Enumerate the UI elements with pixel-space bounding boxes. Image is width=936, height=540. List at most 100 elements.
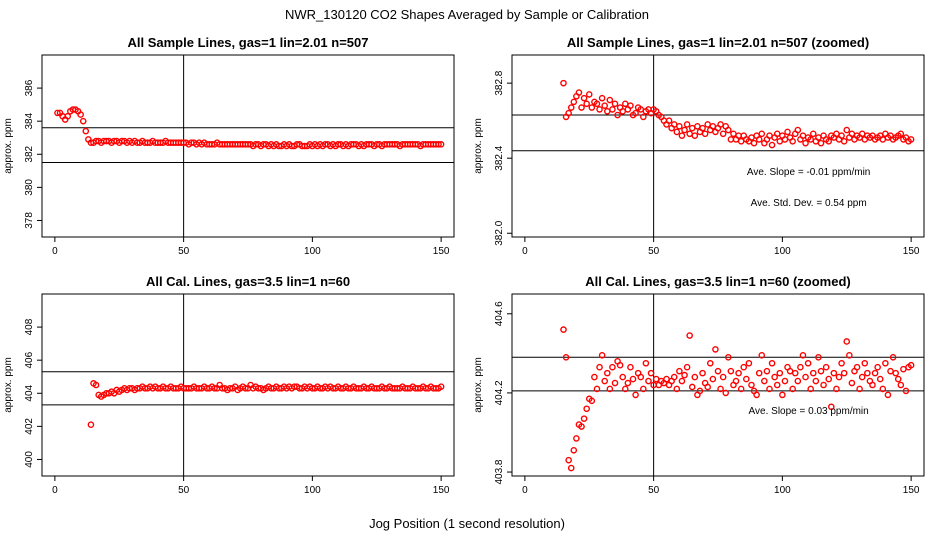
data-point [645,377,652,385]
data-point [876,375,884,383]
data-point [580,94,588,102]
data-point [748,381,755,389]
x-tick-label: 50 [648,485,660,496]
data-point [598,352,606,359]
data-point [900,365,907,373]
y-axis-label: approx. ppm [3,357,14,413]
panel-title: All Sample Lines, gas=1 lin=2.01 n=507 (… [567,35,869,50]
data-point [743,375,750,383]
data-point [714,367,722,375]
data-points [560,326,915,472]
data-point [676,122,683,130]
data-point [907,361,915,369]
data-point [640,385,647,393]
data-point [725,126,732,134]
data-point [825,138,833,145]
panel-title: All Cal. Lines, gas=3.5 lin=1 n=60 [146,274,350,289]
data-point [79,117,87,125]
data-point [560,326,567,333]
x-axis-label: Jog Position (1 second resolution) [369,516,565,531]
data-point [627,363,634,371]
data-point [678,377,686,385]
data-points [87,380,445,429]
data-point [683,121,691,128]
data-point [840,369,848,377]
data-point [82,127,90,135]
data-point [771,373,778,381]
data-point [437,141,445,148]
data-point [601,102,609,109]
panel-4: All Cal. Lines, gas=3.5 lin=1 n=60 (zoom… [473,274,925,496]
data-point [578,104,585,111]
data-point [629,375,637,383]
data-point [706,359,714,367]
y-tick-label: 382 [24,145,35,162]
data-point [622,100,629,108]
data-point [242,385,249,392]
data-point [575,89,583,96]
y-tick-label: 408 [24,318,35,335]
data-point [593,385,601,393]
data-point [889,354,897,361]
data-point [791,369,799,377]
y-tick-label: 406 [24,351,35,368]
data-point [843,338,851,345]
x-tick-label: 50 [648,246,660,257]
data-point [678,132,686,139]
data-point [776,138,784,145]
data-point [768,141,776,149]
data-point [781,377,789,385]
data-point [727,367,735,375]
data-point [670,373,678,381]
x-tick-label: 0 [52,246,58,257]
data-point [856,385,863,393]
x-tick-label: 0 [52,485,58,496]
data-point [812,377,820,385]
data-point [77,111,84,118]
data-point [843,126,851,134]
plot-frame [41,54,455,238]
data-point [627,102,634,109]
data-point [699,124,706,132]
data-point [776,369,784,377]
data-point [652,375,660,383]
data-point [598,94,606,102]
data-point [735,369,742,377]
data-point [817,367,825,375]
data-point [699,369,706,377]
data-point [640,113,647,121]
data-point [719,130,727,138]
data-point [737,138,745,145]
data-point [567,104,575,111]
data-point [583,100,590,108]
x-tick-label: 0 [522,246,528,257]
x-tick-label: 150 [903,485,920,496]
data-point [833,385,840,393]
data-point [730,130,737,138]
figure-title: NWR_130120 CO2 Shapes Averaged by Sample… [285,7,649,22]
data-point [794,377,802,385]
data-point [609,106,616,113]
data-point [686,130,693,138]
data-point [562,354,570,361]
data-point [874,363,881,371]
y-tick-label: 404 [24,384,35,401]
panel-3: All Cal. Lines, gas=3.5 lin=1 n=60 approx… [3,274,455,496]
data-point [54,109,61,117]
data-point [822,363,830,371]
data-point [683,363,691,371]
data-point [853,363,861,371]
data-point [603,107,611,115]
plot-frame [511,293,925,477]
y-tick-label: 380 [24,179,35,196]
x-tick-label: 150 [903,246,920,257]
data-point [830,369,838,377]
data-point [688,124,696,132]
y-tick-label: 403.8 [494,459,505,484]
data-point [717,385,724,393]
data-point [709,375,717,383]
data-point [887,367,894,375]
data-point [603,369,611,377]
data-point [616,361,624,369]
